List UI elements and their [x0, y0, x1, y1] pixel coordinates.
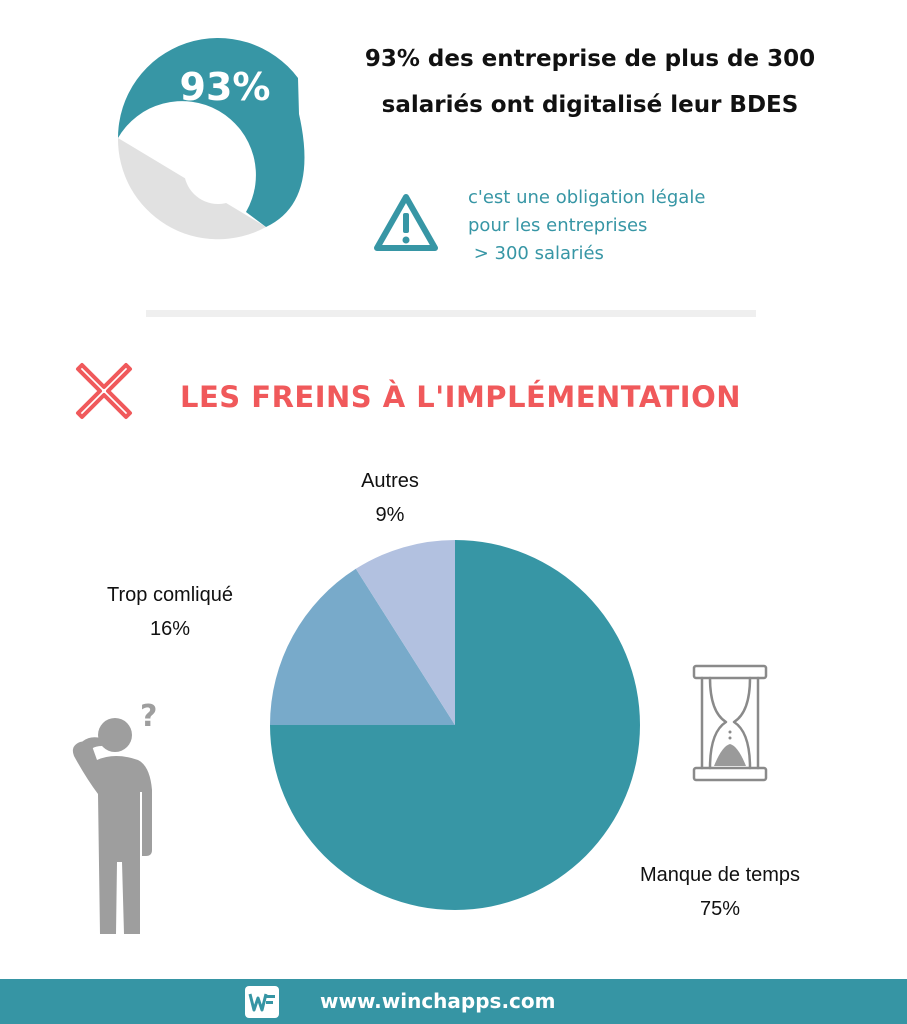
- section-title: LES FREINS À L'IMPLÉMENTATION: [180, 380, 742, 414]
- warning-line-3: > 300 salariés: [468, 243, 604, 264]
- warning-line-2: pour les entreprises: [468, 215, 648, 236]
- divider: [146, 310, 756, 317]
- headline-line-1: 93% des entreprise de plus de 300: [364, 46, 816, 72]
- svg-text:?: ?: [140, 699, 157, 734]
- pie-slice-1: [270, 568, 455, 725]
- pie-label-autres-value: 9%: [375, 504, 405, 526]
- pie-label-autres-name: Autres: [361, 470, 419, 492]
- warning-line-1: c'est une obligation légale: [468, 187, 706, 208]
- warning-triangle-icon: [374, 194, 438, 251]
- pie-label-manque-de-temps: Manque de temps 75%: [610, 858, 830, 926]
- donut-slice-main: [118, 38, 305, 228]
- thinking-person-icon: ?: [72, 699, 157, 934]
- pie-chart: [270, 540, 640, 910]
- headline: 93% des entreprise de plus de 300 salari…: [330, 36, 850, 128]
- warning-text: c'est une obligation légale pour les ent…: [468, 184, 798, 268]
- winchapps-logo-icon[interactable]: [244, 985, 280, 1019]
- pie-label-trop-complique: Trop comliqué 16%: [80, 578, 260, 646]
- pie-label-manque-de-temps-name: Manque de temps: [639, 864, 801, 886]
- donut-chart: 93%: [117, 38, 305, 240]
- headline-line-2: salariés ont digitalisé leur BDES: [381, 92, 799, 118]
- pie-slice-2: [355, 540, 455, 725]
- footer-bar: [0, 979, 907, 1024]
- cross-icon: [76, 363, 132, 419]
- footer-url-link[interactable]: www.winchapps.com: [320, 989, 556, 1013]
- pie-label-trop-complique-value: 16%: [149, 618, 191, 640]
- pie-label-manque-de-temps-value: 75%: [699, 898, 741, 920]
- hourglass-icon: [692, 664, 768, 782]
- pie-label-trop-complique-name: Trop comliqué: [107, 584, 233, 606]
- donut-hole: [184, 136, 252, 204]
- donut-label: 93%: [180, 65, 271, 109]
- pie-label-autres: Autres 9%: [320, 464, 460, 532]
